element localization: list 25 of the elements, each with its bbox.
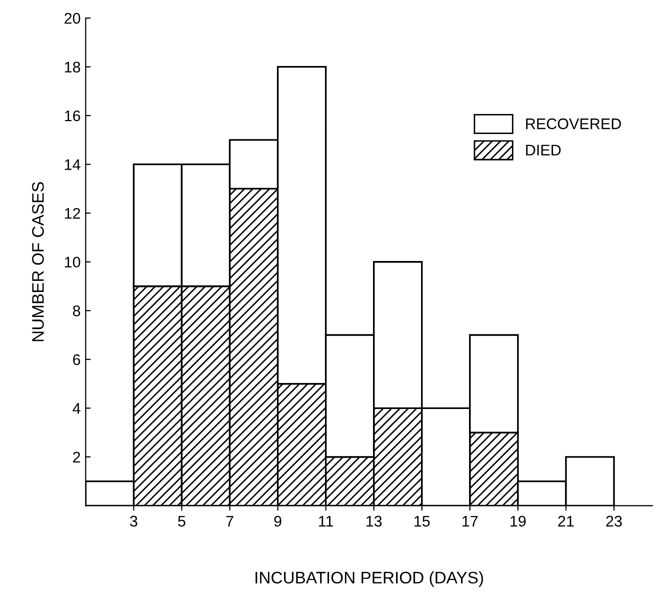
x-axis-title: INCUBATION PERIOD (DAYS) [256,571,483,587]
y-tick-label: 12 [64,208,80,219]
y-tick-label: 6 [73,354,80,366]
y-tick-label: 10 [64,256,80,268]
y-tick-label: 2 [73,452,80,462]
y-tick-label: 8 [72,306,80,316]
x-tick-label: 17 [462,516,478,526]
x-tick-label: 5 [178,516,186,527]
x-tick-label: 7 [226,516,234,526]
x-tick-label: 11 [319,516,334,526]
y-tick-label: 4 [72,403,80,414]
legend-label: DIED [526,144,561,156]
y-tick-label: 20 [64,12,80,24]
x-tick-label: 3 [130,516,138,527]
x-tick-label: 21 [558,516,574,526]
x-tick-label: 23 [606,516,622,527]
x-tick-label: 9 [274,516,282,527]
x-tick-label: 15 [414,516,430,527]
x-tick-label: 19 [510,516,526,527]
y-axis-title: NUMBER OF CASES [32,182,44,342]
y-tick-label: 18 [64,62,80,73]
y-tick-label: 16 [64,110,80,122]
y-tick-label: 14 [64,159,80,170]
legend-label: RECOVERED [526,118,621,130]
x-tick-label: 13 [366,516,382,527]
